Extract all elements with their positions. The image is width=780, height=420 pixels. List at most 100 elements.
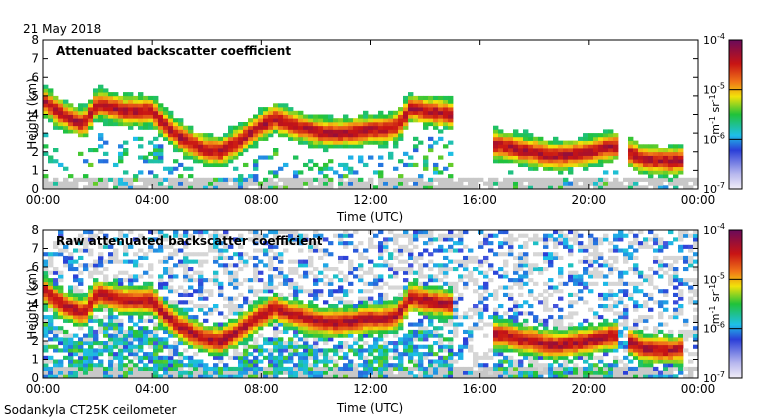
heatmap-cell [278, 337, 284, 342]
heatmap-cell [118, 107, 124, 112]
heatmap-cell [608, 289, 614, 294]
heatmap-cell [263, 318, 269, 323]
heatmap-cell [58, 296, 64, 301]
heatmap-cell [198, 307, 204, 312]
heatmap-cell [683, 348, 689, 353]
heatmap-cell [538, 366, 544, 371]
heatmap-cell [53, 107, 59, 112]
heatmap-cell [133, 366, 139, 371]
heatmap-cell [168, 274, 174, 279]
heatmap-cell [48, 370, 54, 375]
heatmap-cell [188, 363, 194, 368]
heatmap-cell [493, 148, 499, 153]
heatmap-cell [608, 159, 614, 164]
heatmap-cell [368, 326, 374, 331]
heatmap-cell [273, 255, 279, 260]
heatmap-cell [293, 304, 299, 309]
heatmap-cell [348, 270, 354, 275]
heatmap-cell [238, 322, 244, 327]
heatmap-cell [158, 315, 164, 320]
heatmap-cell [448, 103, 454, 108]
heatmap-cell [88, 103, 94, 108]
heatmap-cell [418, 181, 424, 186]
heatmap-cell [498, 181, 504, 186]
heatmap-cell [303, 259, 309, 264]
heatmap-cell [118, 289, 124, 294]
heatmap-cell [378, 344, 384, 349]
heatmap-cell [658, 259, 664, 264]
heatmap-cell [493, 366, 499, 371]
heatmap-cell [168, 348, 174, 353]
heatmap-cell [568, 244, 574, 249]
heatmap-cell [378, 311, 384, 316]
heatmap-cell [568, 144, 574, 149]
heatmap-cell [198, 366, 204, 371]
heatmap-cell [153, 289, 159, 294]
heatmap-cell [213, 370, 219, 375]
heatmap-cell [383, 333, 389, 338]
heatmap-cell [578, 177, 584, 182]
heatmap-cell [563, 241, 569, 246]
heatmap-cell [448, 322, 454, 327]
heatmap-cell [363, 289, 369, 294]
heatmap-cell [303, 341, 309, 346]
heatmap-cell [278, 259, 284, 264]
heatmap-cell [83, 241, 89, 246]
heatmap-cell [533, 374, 539, 379]
heatmap-cell [643, 366, 649, 371]
heatmap-cell [248, 374, 254, 379]
heatmap-cell [198, 263, 204, 268]
heatmap-cell [138, 185, 144, 190]
heatmap-cell [493, 337, 499, 342]
heatmap-cell [283, 322, 289, 327]
heatmap-cell [518, 344, 524, 349]
heatmap-cell [228, 318, 234, 323]
heatmap-cell [148, 292, 154, 297]
heatmap-cell [138, 318, 144, 323]
heatmap-cell [138, 248, 144, 253]
heatmap-cell [343, 322, 349, 327]
heatmap-cell [398, 107, 404, 112]
heatmap-cell [243, 263, 249, 268]
heatmap-cell [578, 355, 584, 360]
heatmap-cell [243, 333, 249, 338]
heatmap-cell [298, 237, 304, 242]
heatmap-cell [78, 177, 84, 182]
heatmap-cell [578, 244, 584, 249]
heatmap-cell [43, 95, 49, 101]
heatmap-cell [218, 162, 224, 168]
heatmap-cell [558, 148, 564, 153]
heatmap-cell [278, 270, 284, 275]
heatmap-cell [263, 185, 269, 190]
heatmap-cell [438, 118, 444, 123]
heatmap-cell [528, 292, 534, 297]
heatmap-cell [248, 255, 254, 260]
heatmap-cell [603, 307, 609, 312]
heatmap-cell [498, 185, 504, 190]
heatmap-cell [138, 341, 144, 346]
heatmap-cell [608, 267, 614, 272]
heatmap-cell [613, 259, 619, 264]
heatmap-cell [543, 148, 549, 153]
heatmap-cell [283, 329, 289, 334]
heatmap-cell [68, 263, 74, 268]
heatmap-cell [338, 341, 344, 346]
heatmap-cell [418, 99, 424, 104]
heatmap-cell [508, 140, 514, 145]
heatmap-cell [543, 348, 549, 353]
heatmap-cell [143, 329, 149, 334]
heatmap-cell [103, 370, 109, 375]
heatmap-cell [378, 114, 384, 119]
x-tick-label: 00:00 [26, 382, 61, 396]
heatmap-cell [88, 241, 94, 246]
heatmap-cell [293, 237, 299, 242]
heatmap-cell [633, 151, 639, 156]
heatmap-cell [613, 155, 619, 160]
heatmap-cell [253, 318, 259, 323]
heatmap-cell [103, 281, 109, 286]
heatmap-cell [268, 244, 274, 249]
heatmap-cell [208, 333, 214, 338]
heatmap-cell [573, 344, 579, 349]
heatmap-cell [328, 278, 334, 283]
heatmap-cell [323, 237, 329, 242]
